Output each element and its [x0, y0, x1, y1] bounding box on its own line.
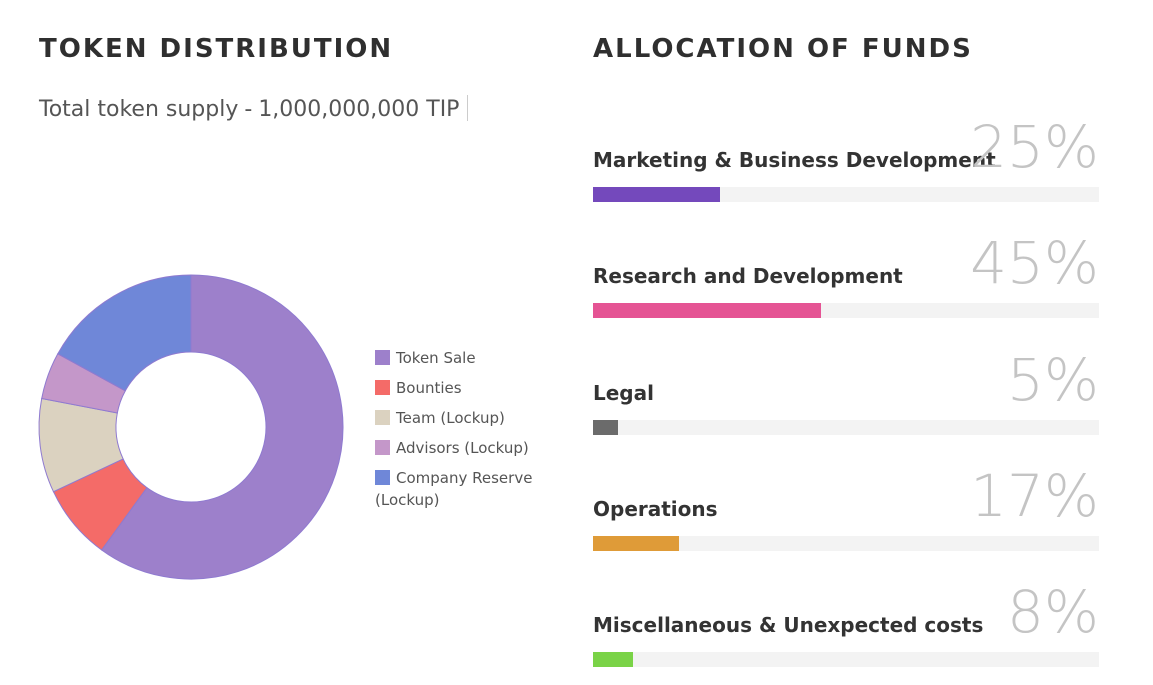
donut-slice[interactable] — [100, 274, 344, 580]
allocation-percent: 25% — [970, 113, 1099, 181]
legend-label: Token Sale — [396, 349, 476, 367]
total-supply-label: Total token supply — [39, 97, 239, 122]
legend-swatch — [375, 350, 390, 365]
legend-label: Company Reserve (Lockup) — [375, 469, 533, 509]
allocation-item: Research and Development 45% — [593, 218, 1099, 318]
total-supply-value: 1,000,000,000 TIP — [258, 97, 460, 122]
allocation-label: Research and Development — [593, 264, 903, 288]
legend-swatch — [375, 380, 390, 395]
allocation-label: Miscellaneous & Unexpected costs — [593, 613, 984, 637]
allocation-progress-fill — [593, 536, 680, 551]
legend-swatch — [375, 440, 390, 455]
legend-item[interactable]: Token Sale — [375, 347, 545, 369]
allocation-progress-track — [593, 303, 1099, 318]
allocation-item: Marketing & Business Development 25% — [593, 102, 1099, 202]
legend-swatch — [375, 410, 390, 425]
allocation-progress-track — [593, 652, 1099, 667]
allocation-progress-fill — [593, 187, 720, 202]
legend-item[interactable]: Team (Lockup) — [375, 407, 545, 429]
legend-label: Team (Lockup) — [396, 409, 505, 427]
legend-item[interactable]: Advisors (Lockup) — [375, 437, 545, 459]
allocation-progress-fill — [593, 652, 634, 667]
total-supply-separator: - — [244, 97, 253, 122]
allocation-label: Legal — [593, 381, 654, 405]
token-distribution-title: TOKEN DISTRIBUTION — [39, 34, 394, 64]
legend-label: Bounties — [396, 379, 462, 397]
token-distribution-section: TOKEN DISTRIBUTION Total token supply -1,… — [0, 0, 560, 685]
total-supply: Total token supply -1,000,000,000 TIP — [39, 95, 469, 122]
legend-label: Advisors (Lockup) — [396, 439, 529, 457]
donut-slice[interactable] — [57, 274, 192, 392]
allocation-percent: 45% — [970, 229, 1099, 297]
text-cursor — [467, 95, 469, 121]
allocation-progress-track — [593, 187, 1099, 202]
allocation-percent: 8% — [1006, 578, 1099, 646]
token-distribution-donut-chart — [38, 274, 344, 580]
allocation-percent: 17% — [970, 462, 1099, 530]
allocation-item: Operations 17% — [593, 451, 1099, 551]
allocation-of-funds-title: ALLOCATION OF FUNDS — [593, 34, 973, 64]
allocation-item: Legal 5% — [593, 335, 1099, 435]
legend-item[interactable]: Bounties — [375, 377, 545, 399]
allocation-progress-track — [593, 536, 1099, 551]
legend-swatch — [375, 470, 390, 485]
token-distribution-legend: Token Sale Bounties Team (Lockup) Advisors … — [375, 347, 545, 519]
legend-item[interactable]: Company Reserve (Lockup) — [375, 467, 545, 511]
allocation-progress-track — [593, 420, 1099, 435]
allocation-label: Operations — [593, 497, 718, 521]
allocation-progress-fill — [593, 420, 619, 435]
allocation-percent: 5% — [1006, 346, 1099, 414]
allocation-item: Miscellaneous & Unexpected costs 8% — [593, 567, 1099, 667]
allocation-label: Marketing & Business Development — [593, 148, 996, 172]
allocation-progress-fill — [593, 303, 821, 318]
allocation-of-funds-section: ALLOCATION OF FUNDS Marketing & Business… — [593, 0, 1103, 685]
